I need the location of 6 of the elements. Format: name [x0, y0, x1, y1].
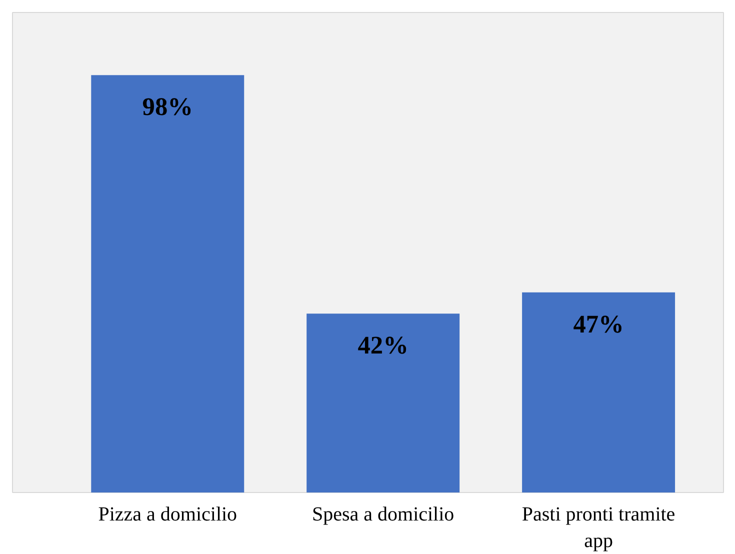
- data-label: 47%: [573, 310, 624, 338]
- x-tick-label: Pizza a domicilio: [98, 504, 238, 526]
- x-tick-label: Pasti pronti tramite app: [522, 504, 676, 552]
- data-label: 98%: [142, 93, 193, 122]
- data-label: 42%: [358, 332, 408, 360]
- x-tick-label: Spesa a domicilio: [312, 504, 454, 526]
